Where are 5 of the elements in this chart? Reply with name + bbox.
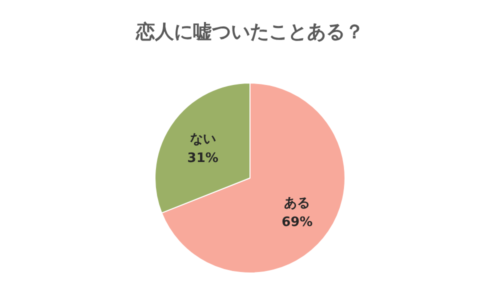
data-label: 69% [282,215,313,230]
slice-label: ない [190,132,216,147]
slice-label: ある [284,196,310,212]
chart-title: 恋人に嘘ついたことある？ [135,21,364,43]
data-label: 31% [187,150,218,166]
